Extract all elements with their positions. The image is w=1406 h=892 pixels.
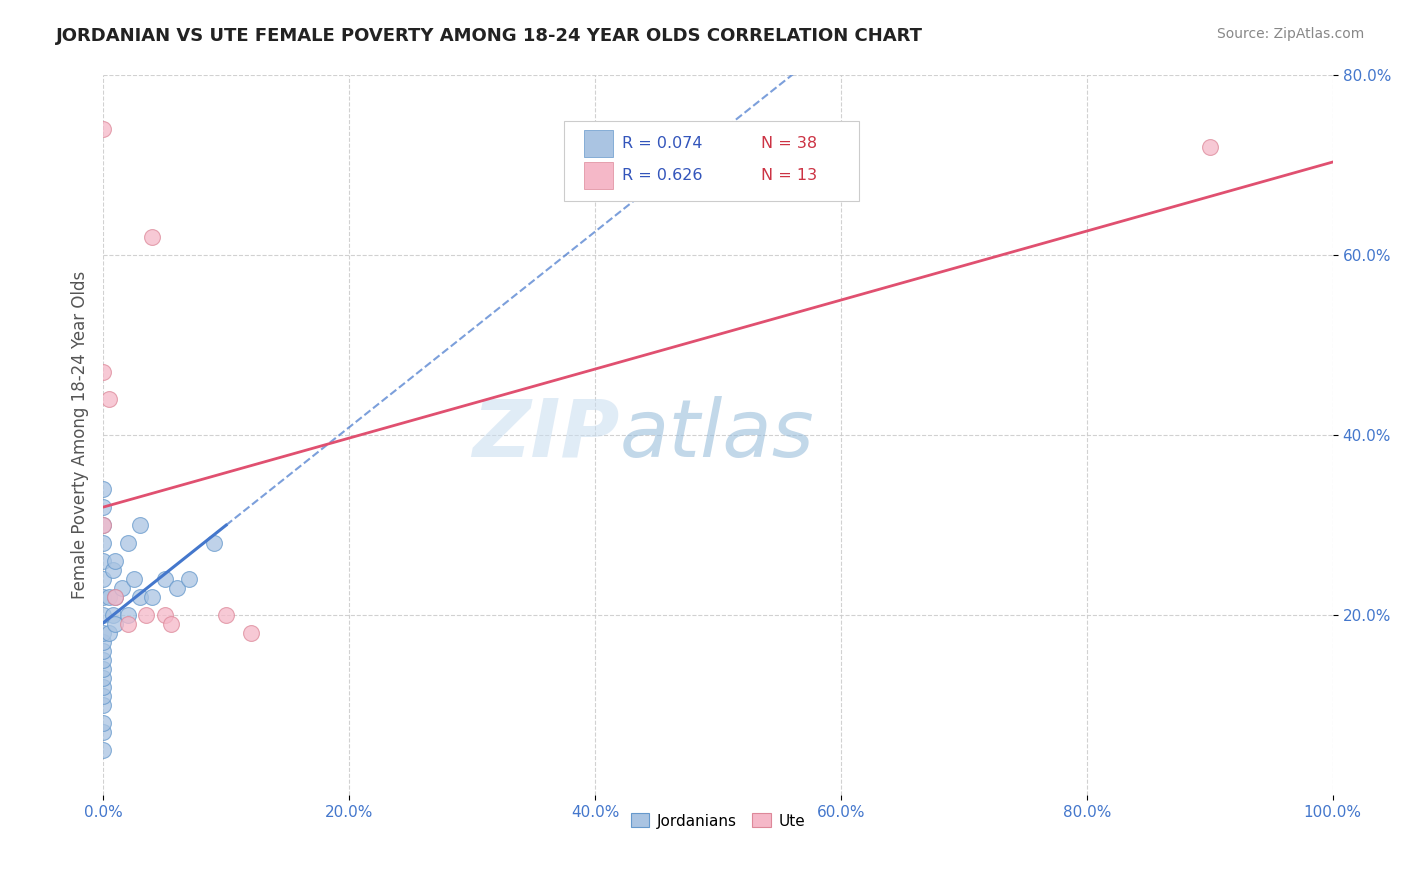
Point [91,608,114,623]
Point [91,690,114,704]
Point [129,590,152,604]
Text: N = 13: N = 13 [761,168,817,183]
Point [104,554,127,568]
Legend: Jordanians, Ute: Jordanians, Ute [624,807,811,835]
Point [153,572,176,586]
Point [215,608,238,623]
Point [98,626,121,640]
Point [91,554,114,568]
Point [91,680,114,694]
Point [117,536,139,550]
Point [98,392,121,406]
Point [91,716,114,731]
Point [159,617,181,632]
Text: Source: ZipAtlas.com: Source: ZipAtlas.com [1216,27,1364,41]
Point [110,581,132,595]
Point [91,572,114,586]
Point [91,635,114,649]
Text: N = 38: N = 38 [761,136,817,151]
Point [104,590,127,604]
Point [135,608,157,623]
Point [239,626,262,640]
Point [141,229,163,244]
Point [117,608,139,623]
Point [179,572,201,586]
Text: R = 0.626: R = 0.626 [621,168,703,183]
Point [101,563,124,577]
Point [91,671,114,685]
FancyBboxPatch shape [583,130,613,157]
Y-axis label: Female Poverty Among 18-24 Year Olds: Female Poverty Among 18-24 Year Olds [72,271,89,599]
Point [166,581,188,595]
Point [91,626,114,640]
Point [91,698,114,713]
Point [91,500,114,514]
Text: ZIP: ZIP [472,396,620,474]
Point [91,518,114,533]
Point [91,644,114,658]
Point [104,617,127,632]
Point [91,482,114,496]
Point [117,617,139,632]
Point [91,518,114,533]
Point [101,608,124,623]
FancyBboxPatch shape [583,162,613,189]
Point [104,590,127,604]
Point [1198,139,1220,153]
Text: atlas: atlas [620,396,814,474]
Point [91,536,114,550]
Point [141,590,163,604]
Point [91,653,114,667]
Point [91,365,114,379]
Point [129,518,152,533]
Text: R = 0.074: R = 0.074 [621,136,703,151]
Point [91,121,114,136]
Point [98,590,121,604]
FancyBboxPatch shape [564,121,859,201]
Point [91,662,114,676]
Point [91,743,114,757]
Point [202,536,225,550]
Point [153,608,176,623]
Point [122,572,145,586]
Point [91,725,114,739]
Text: JORDANIAN VS UTE FEMALE POVERTY AMONG 18-24 YEAR OLDS CORRELATION CHART: JORDANIAN VS UTE FEMALE POVERTY AMONG 18… [56,27,924,45]
Point [91,590,114,604]
